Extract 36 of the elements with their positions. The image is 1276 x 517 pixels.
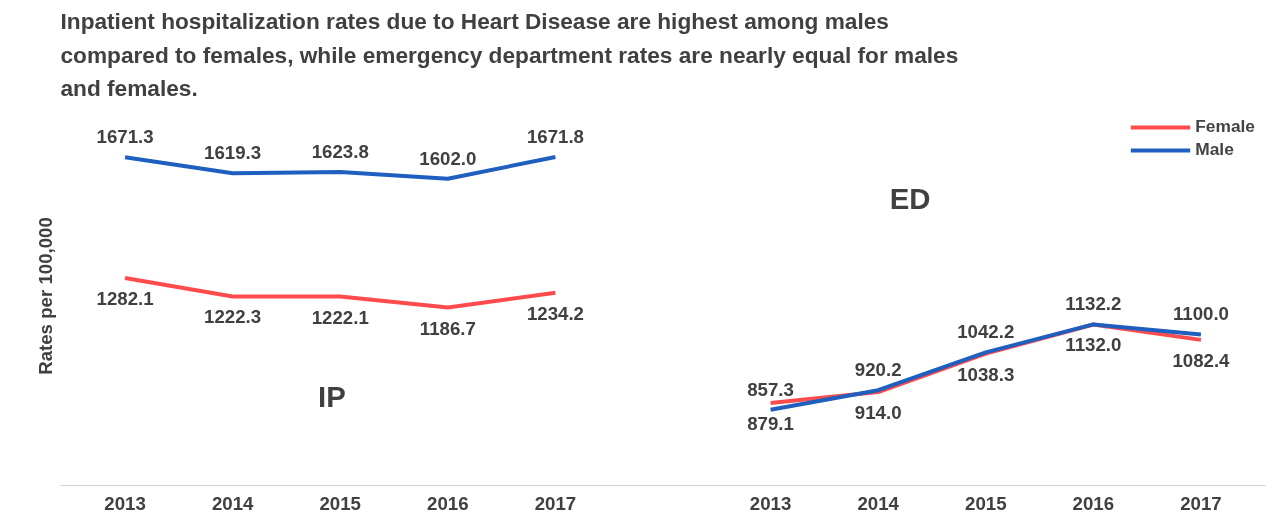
x-tick-label: 2015 bbox=[319, 492, 361, 514]
x-tick-label: 2014 bbox=[211, 492, 255, 514]
chart-title: Inpatient hospitalization rates due to Heart Disease are highest among males compared to females, while emergency department rates are nearly equal for males and females. bbox=[60, 7, 959, 102]
data-label: 1132.0 bbox=[1065, 334, 1122, 356]
data-label: 1222.1 bbox=[311, 306, 369, 328]
data-label: 1186.7 bbox=[419, 317, 476, 339]
data-label: 1132.2 bbox=[1065, 293, 1122, 315]
x-tick-label: 2017 bbox=[1180, 492, 1222, 514]
data-label: 1222.3 bbox=[204, 306, 262, 328]
annotation: ED bbox=[889, 181, 931, 215]
data-label: 879.1 bbox=[747, 412, 794, 434]
annotation: IP bbox=[318, 379, 346, 413]
data-label: 920.2 bbox=[854, 359, 902, 381]
data-label: 1282.1 bbox=[96, 287, 154, 309]
data-label: 1038.3 bbox=[957, 363, 1015, 385]
data-label: 1042.2 bbox=[957, 321, 1015, 343]
data-label: 1234.2 bbox=[526, 302, 584, 324]
x-tick-label: 2016 bbox=[1072, 492, 1115, 514]
x-tick-label: 2016 bbox=[427, 492, 469, 514]
data-label: 1619.3 bbox=[204, 142, 262, 164]
data-label: 857.3 bbox=[747, 378, 794, 400]
x-tick-label: 2013 bbox=[104, 492, 146, 514]
legend-label: Male bbox=[1195, 139, 1234, 160]
y-axis-title: Rates per 100,000 bbox=[34, 217, 56, 375]
data-label: 1100.0 bbox=[1172, 303, 1229, 325]
x-tick-label: 2017 bbox=[534, 492, 577, 514]
x-tick-label: 2014 bbox=[857, 492, 900, 514]
x-tick-label: 2015 bbox=[965, 492, 1007, 514]
legend-label: Female bbox=[1195, 116, 1255, 137]
data-label: 1623.8 bbox=[311, 140, 369, 162]
data-label: 914.0 bbox=[854, 402, 902, 424]
data-label: 1602.0 bbox=[419, 147, 477, 169]
data-label: 1671.3 bbox=[96, 126, 154, 148]
x-tick-label: 2013 bbox=[749, 492, 792, 514]
data-label: 1671.8 bbox=[526, 126, 584, 148]
data-label: 1082.4 bbox=[1172, 349, 1231, 371]
